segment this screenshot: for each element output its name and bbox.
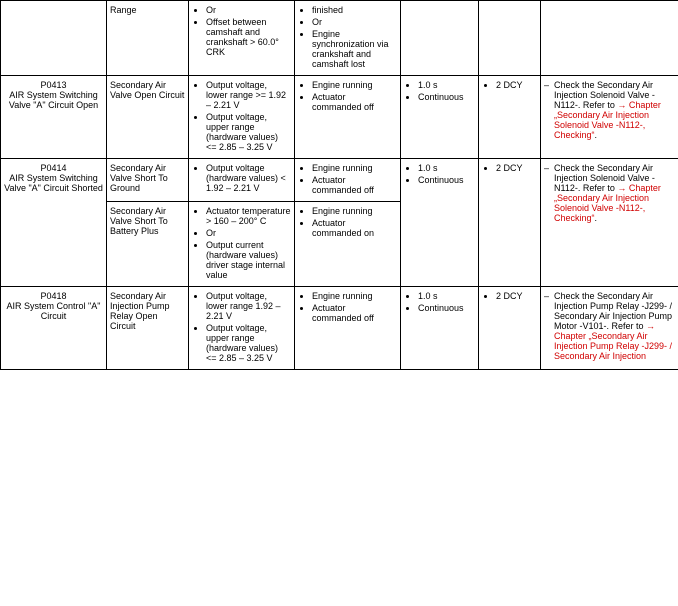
list-item: Or [206,5,291,15]
list-item: Output voltage (hardware values) < 1.92 … [206,163,291,193]
cell-secondary: Engine running Actuator commanded on [295,202,401,287]
table-row: P0418AIR System Control "A" CircuitSecon… [1,287,678,370]
list-item: 1.0 s [418,163,475,173]
cell-code: P0418AIR System Control "A" Circuit [1,287,107,370]
list-item: Actuator commanded on [312,218,397,238]
cell-criteria: Actuator temperature > 160 – 200° C Or Out… [189,202,295,287]
list-item: Engine synchronization via crankshaft an… [312,29,397,69]
list-item: Actuator commanded off [312,92,397,112]
cell-action [541,1,678,76]
cell-possible: Secondary Air Injection Pump Relay Open … [107,287,189,370]
action-link: → Chapter „Secondary Air Injection Solen… [554,100,661,140]
cell-monitor: 1.0 s Continuous [401,287,479,370]
list-item: Output voltage, lower range 1.92 – 2.21 … [206,291,291,321]
action-link: → Chapter „Secondary Air Injection Pump … [554,321,672,361]
list-item: 2 DCY [496,163,537,173]
list-item: Continuous [418,175,475,185]
cell-freq: 2 DCY [479,76,541,159]
list-item: Actuator temperature > 160 – 200° C [206,206,291,226]
dtc-name: AIR System Control "A" Circuit [4,301,103,321]
cell-criteria: Output voltage (hardware values) < 1.92 … [189,159,295,202]
cell-secondary: Engine running Actuator commanded off [295,159,401,202]
dtc-code: P0418 [4,291,103,301]
list-item: Output current (hardware values) driver … [206,240,291,280]
cell-code: P0413AIR System Switching Valve "A" Circ… [1,76,107,159]
cell-action: Check the Secondary Air Injection Soleno… [541,76,678,159]
cell-monitor: 1.0 s Continuous [401,159,479,287]
list-item: Engine running [312,163,397,173]
list-item: Output voltage, upper range (hardware va… [206,112,291,152]
list-item: finished [312,5,397,15]
list-item: 2 DCY [496,80,537,90]
cell-criteria: Or Offset between camshaft and crankshaft… [189,1,295,76]
list-item: Continuous [418,303,475,313]
action-item: Check the Secondary Air Injection Pump R… [554,291,675,361]
list-item: Output voltage, upper range (hardware va… [206,323,291,363]
dtc-code: P0413 [4,80,103,90]
table-row: P0414AIR System Switching Valve "A" Circ… [1,159,678,202]
cell-secondary: Engine running Actuator commanded off [295,287,401,370]
cell-code [1,1,107,76]
list-item: Engine running [312,291,397,301]
cell-code: P0414AIR System Switching Valve "A" Circ… [1,159,107,287]
cell-possible: Secondary Air Valve Open Circuit [107,76,189,159]
cell-monitor: 1.0 s Continuous [401,76,479,159]
action-item: Check the Secondary Air Injection Soleno… [554,163,675,223]
cell-possible: Range [107,1,189,76]
cell-freq: 2 DCY [479,159,541,287]
dtc-code: P0414 [4,163,103,173]
list-item: Output voltage, lower range >= 1.92 – 2.… [206,80,291,110]
table-row: P0413AIR System Switching Valve "A" Circ… [1,76,678,159]
list-item: Or [312,17,397,27]
cell-monitor [401,1,479,76]
list-item: Continuous [418,92,475,102]
list-item: Engine running [312,206,397,216]
list-item: Engine running [312,80,397,90]
list-item: Actuator commanded off [312,303,397,323]
action-item: Check the Secondary Air Injection Soleno… [554,80,675,140]
cell-secondary: Engine running Actuator commanded off [295,76,401,159]
list-item: 2 DCY [496,291,537,301]
cell-action: Check the Secondary Air Injection Soleno… [541,159,678,287]
list-item: 1.0 s [418,291,475,301]
cell-freq: 2 DCY [479,287,541,370]
dtc-name: AIR System Switching Valve "A" Circuit S… [4,173,103,193]
list-item: Offset between camshaft and crankshaft >… [206,17,291,57]
list-item: Actuator commanded off [312,175,397,195]
dtc-table: Range Or Offset between camshaft and crank… [0,0,678,370]
cell-possible: Secondary Air Valve Short To Ground [107,159,189,202]
dtc-name: AIR System Switching Valve "A" Circuit O… [4,90,103,110]
table-row: Range Or Offset between camshaft and crank… [1,1,678,76]
action-link: → Chapter „Secondary Air Injection Solen… [554,183,661,223]
list-item: 1.0 s [418,80,475,90]
cell-possible: Secondary Air Valve Short To Battery Plu… [107,202,189,287]
cell-criteria: Output voltage, lower range 1.92 – 2.21 … [189,287,295,370]
cell-action: Check the Secondary Air Injection Pump R… [541,287,678,370]
list-item: Or [206,228,291,238]
cell-criteria: Output voltage, lower range >= 1.92 – 2.… [189,76,295,159]
cell-secondary: finished Or Engine synchronization via cra… [295,1,401,76]
cell-freq [479,1,541,76]
